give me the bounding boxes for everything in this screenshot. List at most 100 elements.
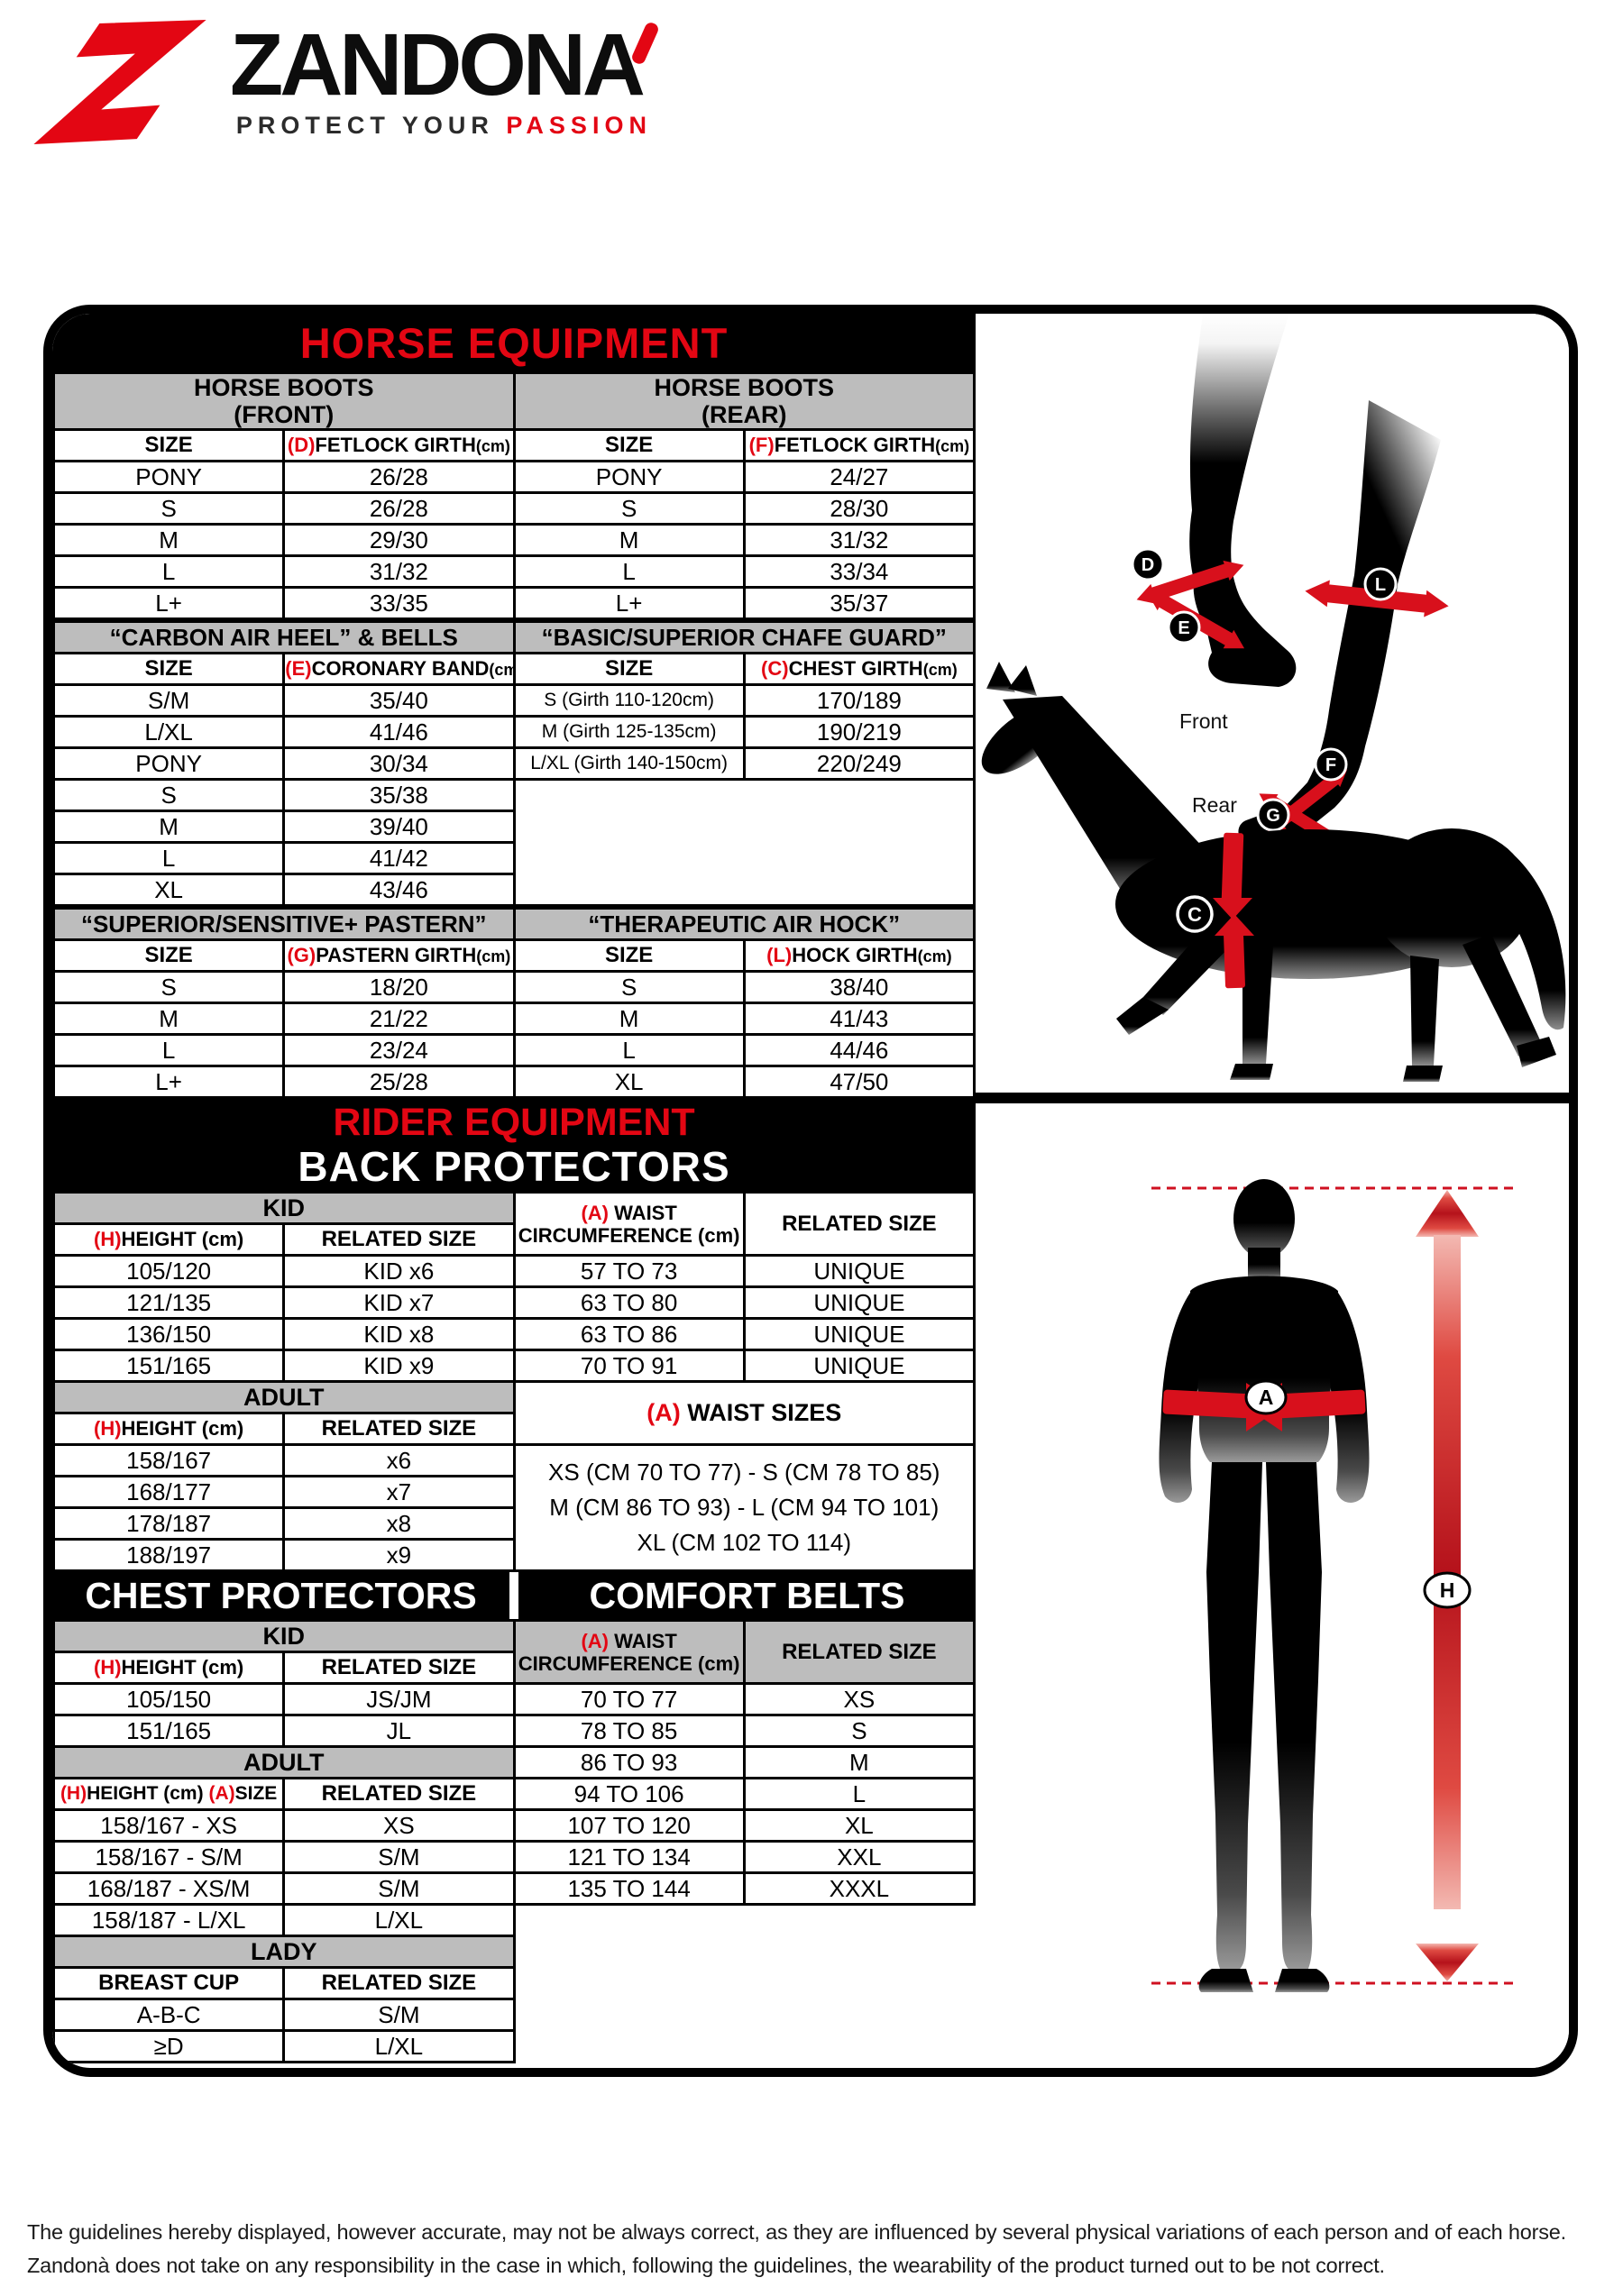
value-cell: KID x7 <box>282 1285 516 1320</box>
table-row: 168/187 - XS/M S/M 135 TO 144 XXXL <box>52 1871 977 1906</box>
value-cell: 35/37 <box>742 586 977 620</box>
size-cell: S <box>512 491 746 526</box>
fetlock-label: FETLOCK GIRTH <box>774 434 936 456</box>
size-cell: XL <box>512 1065 746 1099</box>
size-cell: M <box>52 523 286 557</box>
front-leg-label: Front <box>1179 709 1228 733</box>
table-row: L 41/42 <box>52 841 975 875</box>
col-height: (H)HEIGHT (cm) <box>52 1412 286 1446</box>
marker-d: D <box>1131 547 1165 581</box>
size-cell: S (Girth 110-120cm) <box>512 683 746 718</box>
value-cell: KID x6 <box>282 1254 516 1288</box>
table-row: 136/150 KID x8 63 TO 86 UNIQUE <box>52 1317 977 1351</box>
size-cell: 178/187 <box>52 1506 286 1541</box>
size-cell: M <box>512 523 746 557</box>
col-size: SIZE <box>52 652 286 686</box>
value-cell: S/M <box>282 1998 516 2032</box>
size-cell: M (Girth 125-135cm) <box>512 715 746 749</box>
size-cell: 188/197 <box>52 1538 286 1572</box>
size-cell: S <box>52 491 286 526</box>
value-cell: x8 <box>282 1506 516 1541</box>
horse-rear-leg <box>1279 400 1441 836</box>
value-cell: 26/28 <box>282 491 516 526</box>
unit-cm: (cm) <box>922 661 958 679</box>
unit-cm: (cm) <box>475 437 510 455</box>
horse-measurement-illustration: D E L F G Front Re <box>981 314 1566 1082</box>
back-protectors-title: BACK PROTECTORS <box>298 1143 730 1190</box>
table-row: 178/187 x8 <box>52 1506 975 1541</box>
value-cell: UNIQUE <box>742 1285 977 1320</box>
col-height-size: (H)HEIGHT (cm) (A)SIZE <box>52 1777 286 1811</box>
boots-rear-title1: HORSE BOOTS <box>654 374 835 402</box>
boots-rear-title2: (REAR) <box>701 401 787 428</box>
size-cell: 70 TO 91 <box>512 1349 746 1383</box>
size-cell: L <box>512 554 746 589</box>
svg-text:C: C <box>1187 903 1202 926</box>
tables-column: HORSE EQUIPMENT HORSE BOOTS (FRONT) HORS… <box>52 314 977 2068</box>
value-cell: 28/30 <box>742 491 977 526</box>
zandona-z-icon <box>33 20 206 144</box>
boots-front-header: HORSE BOOTS (FRONT) <box>52 371 516 431</box>
value-cell: 31/32 <box>742 523 977 557</box>
value-cell: 33/34 <box>742 554 977 589</box>
letter-g: (G) <box>287 944 316 966</box>
chest-girth-label: CHEST GIRTH <box>788 657 923 680</box>
col-height: (H)HEIGHT (cm) <box>52 1651 286 1685</box>
letter-a: (A) <box>581 1201 609 1224</box>
letter-l: (L) <box>766 944 793 966</box>
table-row: M 29/30 M 31/32 <box>52 523 977 557</box>
table-row: S 18/20 S 38/40 <box>52 970 977 1004</box>
logo-text: ZANDONA PROTECT YOUR PASSION <box>230 20 661 140</box>
value-cell: KID x9 <box>282 1349 516 1383</box>
table-row: 151/165 KID x9 70 TO 91 UNIQUE <box>52 1349 977 1383</box>
value-cell: 33/35 <box>282 586 516 620</box>
size-cell: M <box>52 810 286 844</box>
horse-equipment-title-bar: HORSE EQUIPMENT <box>52 314 976 371</box>
pastern-hock-table: “SUPERIOR/SENSITIVE+ PASTERN” “THERAPEUT… <box>52 907 977 1099</box>
value-cell: 38/40 <box>742 970 977 1004</box>
marker-f: F <box>1314 747 1348 782</box>
letter-f: (F) <box>748 434 775 456</box>
rider-equipment-title: RIDER EQUIPMENT <box>333 1101 695 1144</box>
comfort-belts-title: COMFORT BELTS <box>518 1572 976 1619</box>
chafe-title: “BASIC/SUPERIOR CHAFE GUARD” <box>512 620 976 654</box>
fetlock-label: FETLOCK GIRTH <box>315 434 476 456</box>
table-row: XL 43/46 <box>52 873 975 907</box>
value-cell: 39/40 <box>282 810 516 844</box>
value-cell: 47/50 <box>742 1065 977 1099</box>
size-cell: L+ <box>52 586 286 620</box>
col-related-size: RELATED SIZE <box>282 1966 516 2000</box>
size-cell: L <box>512 1033 746 1067</box>
size-cell: 121 TO 134 <box>512 1840 746 1874</box>
size-cell: S <box>512 970 746 1004</box>
adult-header: ADULT <box>52 1745 516 1779</box>
size-cell: S <box>52 970 286 1004</box>
value-cell: 220/249 <box>742 746 977 781</box>
rear-leg-label: Rear <box>1192 793 1237 817</box>
value-cell: S/M <box>282 1871 516 1906</box>
value-cell: M <box>742 1745 977 1779</box>
col-hock-girth: (L)HOCK GIRTH(cm) <box>742 938 977 973</box>
section-divider <box>976 1093 1569 1103</box>
col-related-size: RELATED SIZE <box>742 1191 977 1257</box>
table-row: 158/167 - S/M S/M 121 TO 134 XXL <box>52 1840 977 1874</box>
size-cell: 151/165 <box>52 1714 286 1748</box>
waist-line2: CIRCUMFERENCE (cm) <box>518 1223 740 1247</box>
value-cell: 41/43 <box>742 1002 977 1036</box>
size-cell: 158/187 - L/XL <box>52 1903 286 1937</box>
letter-h: (H) <box>94 1228 122 1250</box>
col-size: SIZE <box>512 652 746 686</box>
size-cell: L <box>52 554 286 589</box>
size-cell: 135 TO 144 <box>512 1871 746 1906</box>
svg-text:H: H <box>1440 1578 1455 1602</box>
value-cell: S/M <box>282 1840 516 1874</box>
size-cell: 70 TO 77 <box>512 1682 746 1716</box>
value-cell: 35/38 <box>282 778 516 812</box>
size-cell: PONY <box>52 746 286 781</box>
kid-header: KID <box>52 1191 516 1225</box>
value-cell: JL <box>282 1714 516 1748</box>
table-row: L 23/24 L 44/46 <box>52 1033 977 1067</box>
value-cell: JS/JM <box>282 1682 516 1716</box>
carbon-chafe-table: “CARBON AIR HEEL” & BELLS “BASIC/SUPERIO… <box>52 620 977 907</box>
table-row: PONY 30/34 L/XL (Girth 140-150cm) 220/249 <box>52 746 977 781</box>
